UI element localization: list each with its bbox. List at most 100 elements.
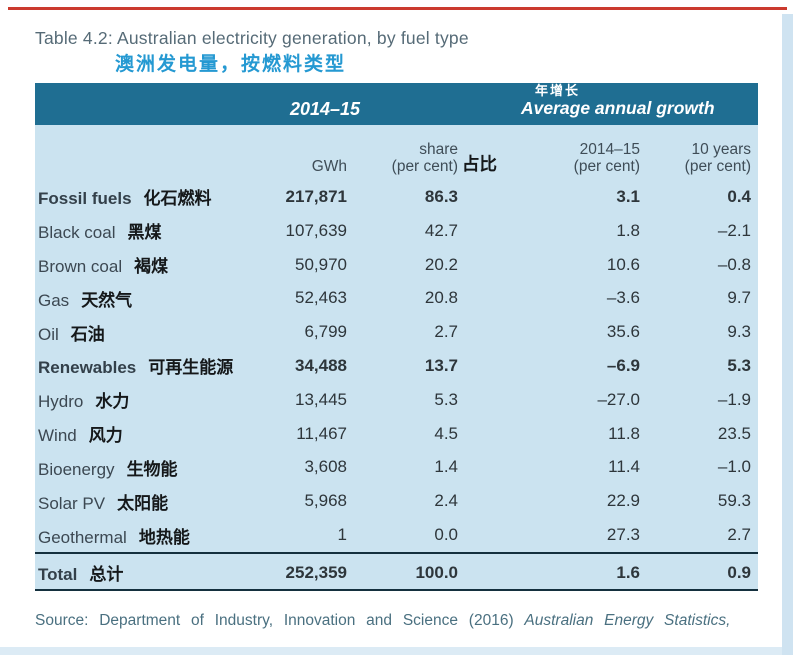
cell-gwh: 3,608 [304,457,347,477]
row-label-en: Bioenergy [38,459,115,479]
cell-gwh: 11,467 [296,423,347,443]
source-text: Source: Department of Industry, Innovati… [35,612,525,629]
row-label-zh: 水力 [95,392,130,412]
table-row: Hydro 水力 13,445 5.3 –27.0 –1.9 [35,383,758,417]
header-growth-group: 年增长 Average annual growth [521,84,715,118]
total-row: Total 总计 252,359 100.0 1.6 0.9 [35,552,758,591]
row-label-en: Black coal [38,223,116,243]
table-title: Table 4.2: Australian electricity genera… [35,28,469,48]
cell-growth-10yr: 23.5 [717,423,751,443]
table-row: Bioenergy 生物能 3,608 1.4 11.4 –1.0 [35,451,758,485]
row-label-zh: 生物能 [126,459,178,479]
table-row: Gas 天然气 52,463 20.8 –3.6 9.7 [35,281,758,315]
cell-share: 20.8 [424,288,458,308]
cell-share: 13.7 [424,355,458,375]
cell-growth-10yr: –2.1 [717,220,751,240]
cell-share: 2.7 [434,322,458,342]
row-label-en: Wind [38,426,77,446]
row-label-zh: 风力 [88,426,123,446]
top-red-rule [8,7,787,10]
cell-share: 1.4 [434,457,458,477]
cell-gwh: 1 [337,525,347,545]
column-subheader: GWh share (per cent) 2014–15 (per cent) … [35,125,758,180]
cell-growth-10yr: 5.3 [727,355,751,375]
cell-growth-2014-15: 27.3 [606,525,640,545]
row-label-zh: 可再生能源 [148,358,234,378]
cell-gwh: 252,359 [285,562,347,582]
table-row: Brown coal 褐煤 50,970 20.2 10.6 –0.8 [35,248,758,282]
cell-growth-2014-15: 35.6 [606,322,640,342]
cell-growth-10yr: 0.9 [727,562,751,582]
cell-growth-2014-15: –27.0 [597,389,640,409]
header-period-group: 2014–15 [289,99,361,119]
cell-growth-10yr: –0.8 [717,254,751,274]
cell-growth-2014-15: 1.8 [616,220,640,240]
cell-growth-10yr: 9.7 [727,288,751,308]
cell-growth-10yr: –1.9 [717,389,751,409]
cell-share: 100.0 [415,562,458,582]
cell-gwh: 5,968 [304,491,347,511]
row-label-en: Gas [38,290,70,310]
bottom-edge-strip [0,647,782,655]
cell-gwh: 217,871 [285,186,347,206]
cell-gwh: 52,463 [295,288,347,308]
table-row: Geothermal 地热能 1 0.0 27.3 2.7 [35,518,758,552]
table-row: Solar PV 太阳能 5,968 2.4 22.9 59.3 [35,484,758,518]
table-title-chinese: 澳洲发电量，按燃料类型 [115,54,347,75]
cell-gwh: 50,970 [295,254,347,274]
row-label-en: Total [38,565,78,584]
header-growth-en: Average annual growth [521,98,715,118]
cell-growth-10yr: –1.0 [717,457,751,477]
cell-share: 2.4 [434,491,458,511]
table-header-band: 2014–15 年增长 Average annual growth [35,83,758,125]
table-body: Fossil fuels 化石燃料 217,871 86.3 3.1 0.4 Bl… [35,180,758,552]
cell-growth-10yr: 9.3 [727,322,751,342]
data-table: 2014–15 年增长 Average annual growth GWh sh… [35,83,758,591]
table-row: Oil 石油 6,799 2.7 35.6 9.3 [35,315,758,349]
table-row: Fossil fuels 化石燃料 217,871 86.3 3.1 0.4 [35,180,758,214]
row-label-zh: 化石燃料 [143,189,212,209]
source-note: Source: Department of Industry, Innovati… [35,612,758,630]
cell-growth-2014-15: 3.1 [616,186,640,206]
cell-growth-10yr: 2.7 [727,525,751,545]
subheader-growth-10-years: 10 years (per cent) [684,141,751,175]
table-row: Black coal 黑煤 107,639 42.7 1.8 –2.1 [35,214,758,248]
cell-gwh: 107,639 [285,220,347,240]
header-growth-zh: 年增长 [535,83,581,98]
row-label-zh: 天然气 [81,290,133,310]
cell-share: 5.3 [434,389,458,409]
row-label-zh: 总计 [89,565,124,584]
cell-growth-2014-15: –6.9 [606,355,640,375]
cell-share: 0.0 [434,525,458,545]
row-label-en: Brown coal [38,257,123,277]
table-row: Renewables 可再生能源 34,488 13.7 –6.9 5.3 [35,349,758,383]
cell-growth-2014-15: 11.4 [608,457,640,477]
row-label-zh: 石油 [70,324,105,344]
row-label-zh: 太阳能 [117,493,169,513]
cell-growth-2014-15: 22.9 [606,491,640,511]
row-label-en: Fossil fuels [38,189,132,209]
cell-share: 20.2 [424,254,458,274]
cell-gwh: 6,799 [304,322,347,342]
cell-share: 86.3 [424,186,458,206]
cell-growth-2014-15: 11.8 [608,423,640,443]
cell-growth-2014-15: –3.6 [606,288,640,308]
table-row: Wind 风力 11,467 4.5 11.8 23.5 [35,417,758,451]
cell-growth-10yr: 59.3 [717,491,751,511]
source-publication: Australian Energy Statistics, [524,612,731,629]
cell-gwh: 34,488 [295,355,347,375]
cell-gwh: 13,445 [295,389,347,409]
row-label-en: Oil [38,324,59,344]
row-label-zh: 黑煤 [127,223,162,243]
subheader-share-zh: 占比 [462,154,497,174]
row-label-en: Hydro [38,392,84,412]
row-label-en: Renewables [38,358,137,378]
cell-growth-2014-15: 10.6 [606,254,640,274]
row-label-en: Solar PV [38,493,106,513]
cell-growth-10yr: 0.4 [727,186,751,206]
row-label-zh: 褐煤 [134,257,169,277]
row-label-en: Geothermal [38,527,127,547]
cell-share: 42.7 [424,220,458,240]
cell-share: 4.5 [434,423,458,443]
